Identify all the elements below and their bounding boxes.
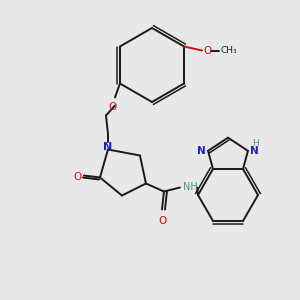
Text: N: N: [197, 146, 206, 156]
Text: CH₃: CH₃: [220, 46, 237, 55]
Text: O: O: [74, 172, 82, 182]
Text: H: H: [253, 140, 259, 148]
Text: O: O: [109, 101, 117, 112]
Text: N: N: [250, 146, 259, 156]
Text: NH: NH: [183, 182, 197, 193]
Text: O: O: [203, 46, 211, 56]
Text: N: N: [103, 142, 112, 152]
Text: O: O: [159, 215, 167, 226]
